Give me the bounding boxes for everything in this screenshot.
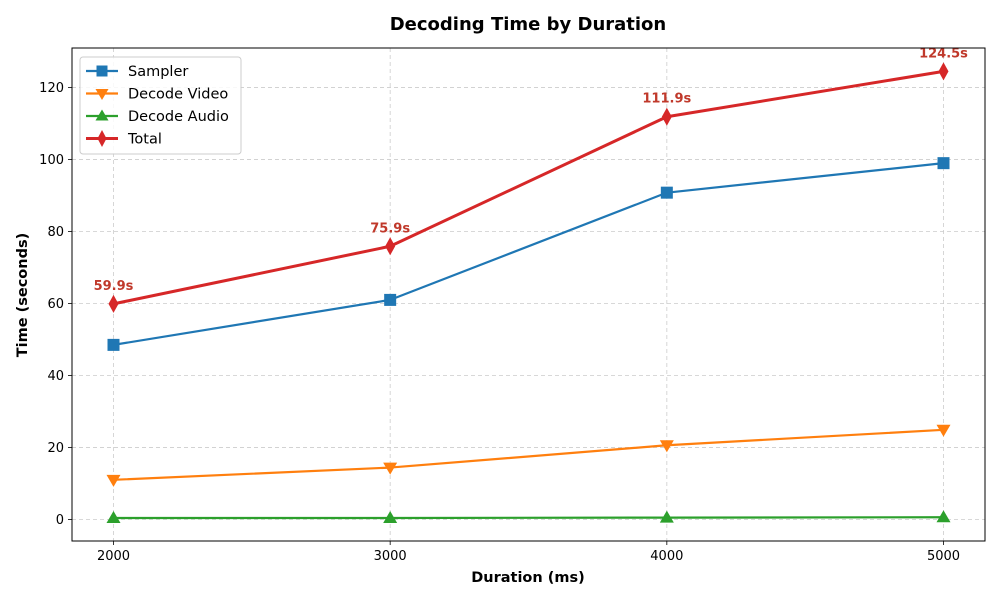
- series-sampler: [107, 157, 950, 351]
- series-line-decode-audio: [113, 516, 944, 520]
- legend-marker-decode-audio: [95, 109, 109, 121]
- y-tick-label: 60: [47, 297, 64, 312]
- total-value-label: 111.9s: [642, 92, 691, 107]
- grid: [72, 48, 985, 541]
- data-point-total: [385, 237, 396, 256]
- data-point-decode-audio: [383, 510, 398, 523]
- legend-item-decode-video: Decode Video: [86, 87, 228, 103]
- data-point-sampler: [660, 186, 673, 199]
- legend-label-decode-video: Decode Video: [128, 87, 228, 103]
- series-total: [108, 62, 949, 313]
- legend-item-sampler: Sampler: [86, 64, 188, 80]
- data-labels: 59.9s 75.9s 111.9s 124.5s: [94, 46, 969, 293]
- series-line-decode-video: [113, 428, 944, 481]
- x-tick-label: 5000: [927, 549, 960, 564]
- legend-marker-sampler: [96, 65, 108, 77]
- chart-title: Decoding Time by Duration: [390, 14, 667, 35]
- legend-marker-decode-video: [95, 89, 109, 100]
- y-tick-label: 120: [39, 81, 64, 96]
- y-axis-title: Time (seconds): [15, 233, 31, 357]
- legend-label-total: Total: [127, 132, 162, 148]
- plot-area-frame: [71, 47, 986, 542]
- series-lines: [106, 62, 951, 523]
- data-point-total: [661, 107, 672, 126]
- data-point-decode-video: [106, 474, 121, 487]
- legend-item-decode-audio: Decode Audio: [86, 109, 229, 125]
- data-point-decode-audio: [106, 510, 121, 523]
- data-point-sampler: [937, 157, 950, 170]
- x-tick-label: 2000: [97, 549, 130, 564]
- y-tick-label: 0: [56, 513, 64, 528]
- data-point-decode-audio: [936, 510, 951, 523]
- series-decode-audio: [106, 510, 951, 523]
- x-tick-label: 3000: [374, 549, 407, 564]
- y-tick-label: 40: [47, 369, 64, 384]
- series-line-total: [113, 69, 944, 306]
- series-line-sampler: [113, 162, 944, 346]
- data-point-total: [938, 62, 949, 81]
- y-tick-label: 80: [47, 225, 64, 240]
- data-point-sampler: [384, 293, 397, 306]
- total-value-label: 75.9s: [370, 221, 410, 236]
- x-tick-label: 4000: [650, 549, 683, 564]
- data-point-sampler: [107, 338, 120, 351]
- legend-label-sampler: Sampler: [128, 64, 188, 80]
- legend-box: [79, 56, 242, 155]
- data-point-decode-video: [659, 440, 674, 453]
- legend: Sampler Decode Video Decode Audio Total: [79, 56, 242, 155]
- y-tick-label: 20: [47, 441, 64, 456]
- axis-ticks: 2000 3000 4000 5000 0 20 40 60 80 100 120: [39, 81, 960, 564]
- series-decode-video: [106, 424, 951, 487]
- total-value-label: 59.9s: [94, 279, 134, 294]
- legend-item-total: Total: [86, 130, 162, 148]
- x-axis-title: Duration (ms): [471, 570, 585, 586]
- data-point-decode-video: [383, 462, 398, 475]
- data-point-total: [108, 294, 119, 313]
- data-point-decode-audio: [659, 510, 674, 523]
- data-point-decode-video: [936, 424, 951, 437]
- total-value-label: 124.5s: [919, 46, 968, 61]
- legend-label-decode-audio: Decode Audio: [128, 109, 229, 125]
- legend-marker-total: [97, 130, 107, 147]
- y-tick-label: 100: [39, 153, 64, 168]
